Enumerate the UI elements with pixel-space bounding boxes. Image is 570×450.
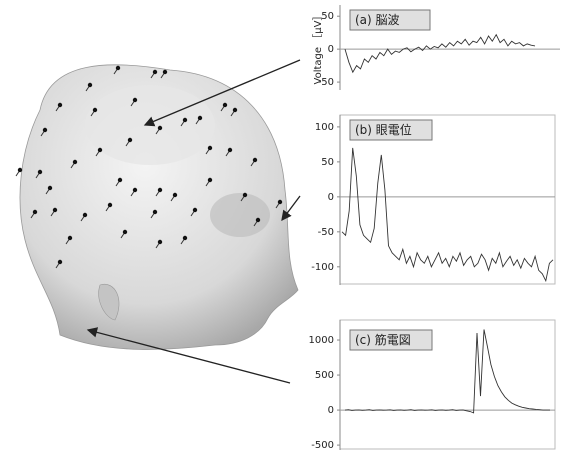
electrode [108, 203, 112, 207]
electrode [183, 118, 187, 122]
electrode [93, 108, 97, 112]
electrode [58, 260, 62, 264]
head [20, 65, 298, 350]
electrode [33, 210, 37, 214]
y-tick-label: -100 [311, 262, 334, 273]
electrode [128, 138, 132, 142]
chart-title: (b) 眼電位 [355, 122, 412, 137]
electrode [253, 158, 257, 162]
y-tick-label: -50 [318, 227, 334, 238]
electrode [48, 186, 52, 190]
y-tick-label: 500 [315, 370, 334, 381]
electrode [88, 83, 92, 87]
electrode [233, 108, 237, 112]
electrode [53, 208, 57, 212]
electrode [83, 213, 87, 217]
y-tick-label: -500 [311, 440, 334, 450]
y-axis-label: Voltage ［μV］ [312, 11, 324, 85]
chart-title: (c) 筋電図 [355, 332, 411, 347]
electrode [123, 230, 127, 234]
electrode [18, 168, 22, 172]
electrode [256, 218, 260, 222]
electrode [278, 200, 282, 204]
electrode [58, 103, 62, 107]
electrode [98, 148, 102, 152]
electrode [158, 126, 162, 130]
electrode [208, 146, 212, 150]
electrode [193, 208, 197, 212]
electrode [243, 193, 247, 197]
chart-title: (a) 脳波 [355, 13, 400, 27]
electrode [133, 98, 137, 102]
electrode [43, 128, 47, 132]
y-tick-label: 0 [328, 44, 334, 55]
electrode [173, 193, 177, 197]
electrode [118, 178, 122, 182]
electrode [68, 236, 72, 240]
electrode [153, 210, 157, 214]
electrode [158, 188, 162, 192]
electrode [38, 170, 42, 174]
y-tick-label: 100 [315, 122, 334, 133]
figure: 500-50Voltage ［μV］(a) 脳波100500-50-100(b)… [0, 0, 570, 450]
electrode [183, 236, 187, 240]
signal-line [345, 35, 535, 72]
electrode [153, 70, 157, 74]
electrode [228, 148, 232, 152]
electrode [223, 103, 227, 107]
y-tick-label: 0 [328, 405, 334, 416]
signal-line [342, 148, 553, 281]
electrode [116, 66, 120, 70]
electrode [133, 188, 137, 192]
y-tick-label: 50 [321, 157, 334, 168]
electrode [73, 160, 77, 164]
electrode [158, 240, 162, 244]
y-tick-label: 0 [328, 192, 334, 203]
electrode [163, 70, 167, 74]
electrode [208, 178, 212, 182]
y-tick-label: 1000 [309, 335, 334, 346]
electrode [198, 116, 202, 120]
